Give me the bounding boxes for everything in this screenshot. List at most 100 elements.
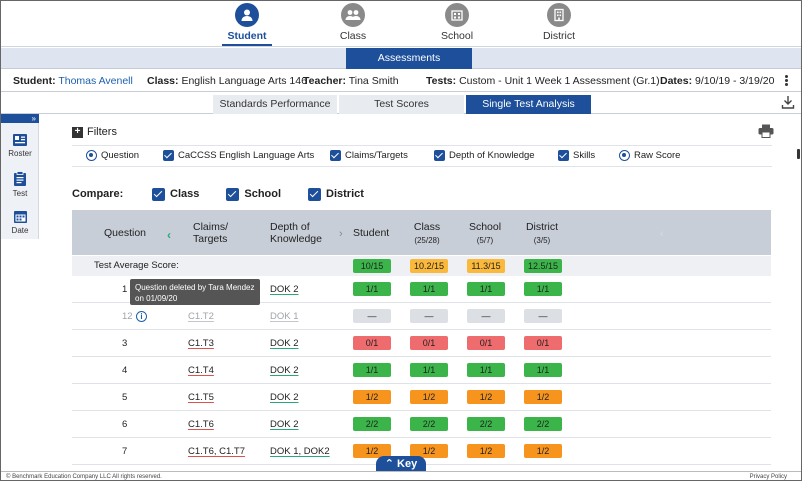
nav-district[interactable]: District xyxy=(519,3,599,42)
filter-caccss-ela[interactable]: CaCCSS English Language Arts xyxy=(163,150,314,161)
school-score: 1/1 xyxy=(467,363,505,377)
print-icon[interactable] xyxy=(758,124,774,138)
dok-link[interactable]: DOK 1 xyxy=(270,311,299,322)
student-score: 1/2 xyxy=(353,390,391,404)
chevron-left-icon[interactable]: ‹ xyxy=(167,228,171,242)
claims-target-link[interactable]: C1.T2 xyxy=(188,311,214,322)
claims-target-link[interactable]: C1.T4 xyxy=(188,365,214,376)
dok-link[interactable]: DOK 2 xyxy=(270,284,299,295)
col-question[interactable]: Question xyxy=(104,227,147,239)
top-nav: Student Class School District xyxy=(1,1,801,47)
rail-date-label: Date xyxy=(11,226,29,235)
dok-link[interactable]: DOK 2 xyxy=(270,338,299,349)
question-number: 5 xyxy=(122,392,128,403)
table-row: 12 i C1.T2 DOK 1 — — — — xyxy=(72,303,771,330)
col-claims-targets[interactable]: Claims/Targets xyxy=(193,221,229,245)
deleted-question-tooltip: Question deleted by Tara Mendez on 01/09… xyxy=(130,279,260,305)
district-icon xyxy=(547,3,571,27)
filter-question[interactable]: Question xyxy=(86,150,139,161)
dates-info: Dates: 9/10/19 - 3/19/20 xyxy=(660,75,775,87)
privacy-policy-link[interactable]: Privacy Policy xyxy=(749,474,787,480)
table-row: 4 C1.T4 DOK 2 1/1 1/1 1/1 1/1 xyxy=(72,357,771,384)
student-score: 0/1 xyxy=(353,336,391,350)
info-icon[interactable]: i xyxy=(136,311,147,322)
dok-link[interactable]: DOK 1, DOK2 xyxy=(270,446,330,457)
key-button[interactable]: ⌃ Key xyxy=(376,456,426,472)
tab-standards-performance[interactable]: Standards Performance xyxy=(213,95,337,114)
question-number: 1 xyxy=(122,284,128,295)
student-name-link[interactable]: Thomas Avenell xyxy=(58,75,133,87)
nav-class-label: Class xyxy=(339,30,367,42)
district-score: 1/2 xyxy=(524,390,562,404)
filter-claims-targets[interactable]: Claims/Targets xyxy=(330,150,408,161)
dok-link[interactable]: DOK 2 xyxy=(270,365,299,376)
school-score: 1/2 xyxy=(467,390,505,404)
table-header: Question ‹ Claims/Targets Depth of Knowle… xyxy=(72,210,771,255)
nav-student[interactable]: Student xyxy=(207,3,287,46)
question-number: 4 xyxy=(122,365,128,376)
nav-active-indicator xyxy=(222,44,272,46)
clipboard-icon xyxy=(14,171,26,186)
compare-school[interactable]: School xyxy=(226,187,281,201)
chevron-left-disabled-icon: ‹ xyxy=(660,228,664,240)
claims-target-link[interactable]: C1.T6 xyxy=(188,419,214,430)
avg-district-score: 12.5/15 xyxy=(524,259,562,273)
compare-label: Compare: xyxy=(72,188,124,200)
tab-test-scores[interactable]: Test Scores xyxy=(339,95,464,114)
compare-district[interactable]: District xyxy=(308,187,364,201)
filters-toggle[interactable]: + Filters xyxy=(72,125,117,139)
filter-skills[interactable]: Skills xyxy=(558,150,595,161)
question-number: 3 xyxy=(122,338,128,349)
table-row: 6 C1.T6 DOK 2 2/2 2/2 2/2 2/2 xyxy=(72,411,771,438)
class-score: 0/1 xyxy=(410,336,448,350)
checkbox-checked-icon xyxy=(434,150,445,161)
tab-single-test-analysis[interactable]: Single Test Analysis xyxy=(466,95,591,114)
checkbox-checked-icon xyxy=(308,187,322,201)
compare-class[interactable]: Class xyxy=(152,187,199,201)
school-score: 1/1 xyxy=(467,282,505,296)
table-row: 3 C1.T3 DOK 2 0/1 0/1 0/1 0/1 xyxy=(72,330,771,357)
roster-icon xyxy=(13,134,27,146)
filter-raw-score[interactable]: Raw Score xyxy=(619,150,680,161)
table-row: 5 C1.T5 DOK 2 1/2 1/2 1/2 1/2 xyxy=(72,384,771,411)
nav-school-label: School xyxy=(440,30,474,42)
filters-title: Filters xyxy=(87,126,117,138)
school-score: — xyxy=(467,309,505,323)
assessments-tab[interactable]: Assessments xyxy=(346,48,472,69)
district-score: 2/2 xyxy=(524,417,562,431)
student-info: Student: Thomas Avenell xyxy=(13,75,133,87)
download-icon[interactable] xyxy=(781,95,795,109)
district-score: — xyxy=(524,309,562,323)
filter-options: Question CaCCSS English Language Arts Cl… xyxy=(72,145,772,167)
key-button-label: Key xyxy=(397,458,418,470)
claims-target-link[interactable]: C1.T3 xyxy=(188,338,214,349)
radio-selected-icon xyxy=(86,150,97,161)
teacher-info: Teacher: Tina Smith xyxy=(303,75,399,87)
dok-link[interactable]: DOK 2 xyxy=(270,392,299,403)
rail-roster-label: Roster xyxy=(8,149,32,158)
dok-link[interactable]: DOK 2 xyxy=(270,419,299,430)
nav-district-label: District xyxy=(542,30,576,42)
chevron-right-icon[interactable]: › xyxy=(339,228,343,240)
scrollbar-thumb[interactable] xyxy=(797,149,800,159)
compare-row: Compare: Class School District xyxy=(72,186,391,202)
more-options-icon[interactable] xyxy=(783,74,789,88)
rail-date[interactable]: Date xyxy=(1,201,39,239)
nav-school[interactable]: School xyxy=(417,3,497,42)
question-number: 12 xyxy=(122,311,133,322)
class-score: 1/1 xyxy=(410,282,448,296)
col-student: Student xyxy=(353,227,390,239)
question-number: 7 xyxy=(122,446,128,457)
checkbox-checked-icon xyxy=(226,187,240,201)
filter-depth-of-knowledge[interactable]: Depth of Knowledge xyxy=(434,150,535,161)
nav-class[interactable]: Class xyxy=(313,3,393,42)
student-score: 2/2 xyxy=(353,417,391,431)
rail-test[interactable]: Test xyxy=(1,163,39,201)
col-depth-of-knowledge[interactable]: Depth of Knowledge xyxy=(270,221,322,245)
rail-expand-button[interactable]: » xyxy=(1,114,39,123)
rail-roster[interactable]: Roster xyxy=(1,125,39,163)
footer: © Benchmark Education Company LLC All ri… xyxy=(1,471,801,481)
student-score: — xyxy=(353,309,391,323)
claims-target-link[interactable]: C1.T6, C1.T7 xyxy=(188,446,246,457)
claims-target-link[interactable]: C1.T5 xyxy=(188,392,214,403)
